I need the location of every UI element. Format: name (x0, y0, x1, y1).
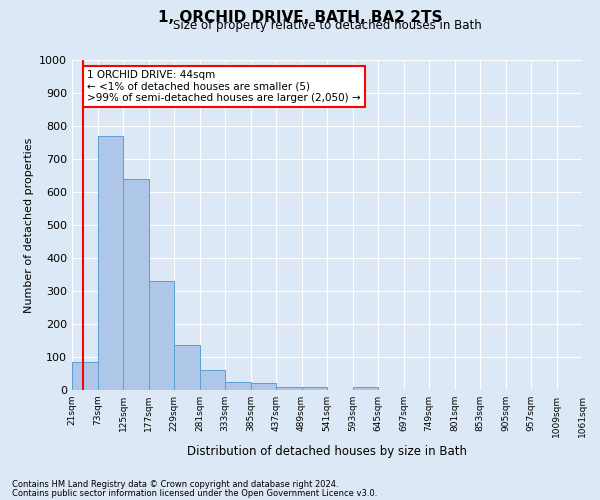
Bar (251, 384, 276, 390)
Bar (199, 370, 225, 390)
Bar (149, 281, 174, 390)
X-axis label: Distribution of detached houses by size in Bath: Distribution of detached houses by size … (187, 446, 467, 458)
Text: 1 ORCHID DRIVE: 44sqm
← <1% of detached houses are smaller (5)
>99% of semi-deta: 1 ORCHID DRIVE: 44sqm ← <1% of detached … (88, 70, 361, 103)
Bar (353, 386, 378, 390)
Bar (174, 346, 199, 390)
Bar (225, 382, 251, 390)
Text: 1, ORCHID DRIVE, BATH, BA2 2TS: 1, ORCHID DRIVE, BATH, BA2 2TS (158, 10, 442, 25)
Bar (72, 362, 97, 390)
Text: Contains HM Land Registry data © Crown copyright and database right 2024.: Contains HM Land Registry data © Crown c… (12, 480, 338, 489)
Title: Size of property relative to detached houses in Bath: Size of property relative to detached ho… (173, 20, 481, 32)
Bar (302, 386, 327, 390)
Y-axis label: Number of detached properties: Number of detached properties (23, 138, 34, 312)
Bar (123, 179, 149, 390)
Bar (97, 136, 123, 390)
Text: Contains public sector information licensed under the Open Government Licence v3: Contains public sector information licen… (12, 488, 377, 498)
Bar (276, 386, 302, 390)
